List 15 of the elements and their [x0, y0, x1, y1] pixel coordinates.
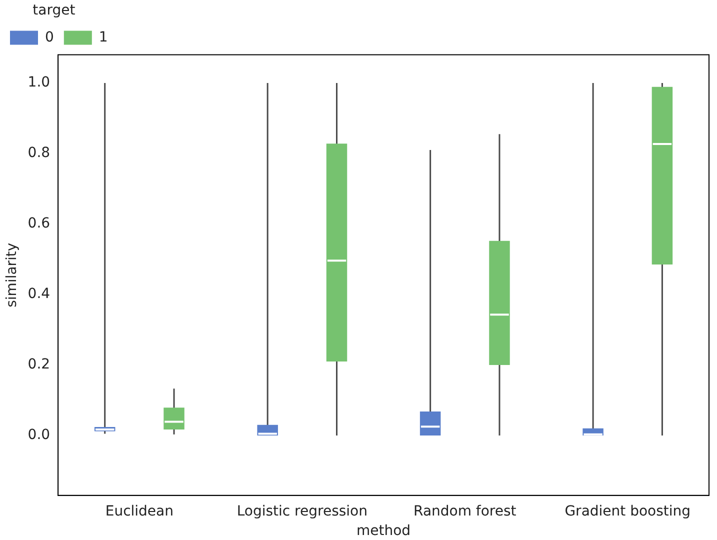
y-tick-label: 1.0	[28, 74, 50, 91]
y-axis-title: similarity	[4, 242, 20, 308]
x-axis-title: method	[356, 523, 411, 540]
y-tick-label: 0.8	[28, 145, 50, 162]
y-tick-label: 0.2	[28, 356, 50, 373]
x-tick-label: Logistic regression	[236, 503, 368, 520]
legend-label: 0	[45, 29, 54, 46]
legend-title: target	[32, 2, 76, 19]
y-tick-label: 0.0	[28, 427, 50, 444]
x-tick-label: Random forest	[414, 503, 517, 520]
y-tick-label: 0.6	[28, 216, 50, 232]
y-tick-label: 0.4	[28, 286, 50, 302]
x-tick-label: Euclidean	[105, 503, 174, 520]
legend-label: 1	[98, 29, 108, 46]
x-tick-label: Gradient boosting	[564, 503, 691, 520]
